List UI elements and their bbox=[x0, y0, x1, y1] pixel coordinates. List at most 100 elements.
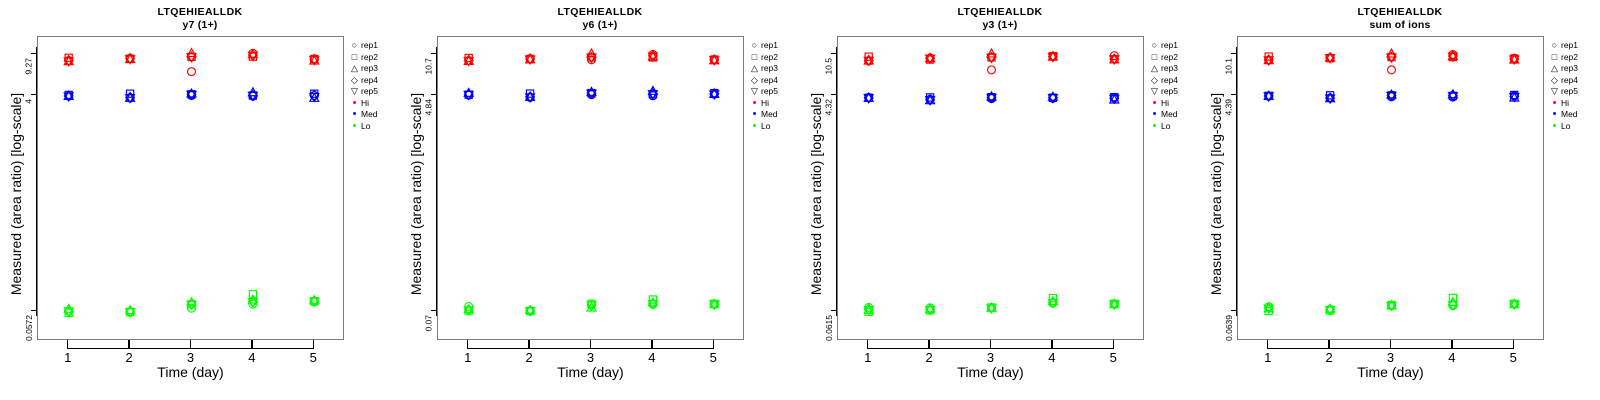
x-tick-label: 5 bbox=[1509, 350, 1517, 365]
y-tick-label: 4.39 bbox=[1224, 98, 1234, 116]
y-tick-label: 0.0615 bbox=[824, 314, 834, 341]
y-axis-spine bbox=[35, 46, 37, 316]
legend-label: rep5 bbox=[1161, 86, 1179, 97]
data-marks bbox=[63, 47, 320, 318]
legend: ○ rep1 □ rep2 △ rep3 ◇ rep4 ▽ rep5 • Hi • Med • Lo bbox=[748, 40, 800, 132]
legend-label: Med bbox=[1561, 109, 1578, 120]
y-tick bbox=[831, 309, 837, 311]
x-tick bbox=[251, 340, 253, 348]
triangle-down-icon: ▽ bbox=[751, 86, 758, 97]
y-tick bbox=[831, 93, 837, 96]
legend-item-rep1: ○ rep1 bbox=[1548, 40, 1600, 52]
triangle-up-icon: △ bbox=[351, 63, 358, 74]
legend-item-rep2: □ rep2 bbox=[1548, 52, 1600, 64]
legend-label: rep2 bbox=[1561, 51, 1579, 62]
legend-item-rep1: ○ rep1 bbox=[348, 40, 400, 52]
x-tick bbox=[1051, 340, 1053, 348]
x-axis: 1 2 3 4 5 bbox=[837, 340, 1144, 365]
legend-label: rep3 bbox=[761, 63, 779, 74]
legend-item-hi: • Hi bbox=[1148, 96, 1200, 110]
legend-item-rep2: □ rep2 bbox=[748, 52, 800, 64]
legend-item-rep3: △ rep3 bbox=[1148, 63, 1200, 75]
dot-icon: • bbox=[352, 119, 357, 132]
x-tick-label: 2 bbox=[125, 350, 133, 365]
legend-label: Lo bbox=[361, 120, 371, 131]
legend-label: Hi bbox=[1161, 97, 1170, 108]
legend-item-med: • Med bbox=[748, 109, 800, 121]
triangle-down-icon: ▽ bbox=[1151, 86, 1158, 97]
y-tick-label: 9.27 bbox=[24, 57, 34, 75]
data-marks bbox=[463, 47, 720, 317]
y-tick bbox=[831, 52, 837, 55]
x-axis-title: Time (day) bbox=[1357, 364, 1424, 380]
triangle-up-icon: △ bbox=[751, 63, 758, 74]
x-axis: 1 2 3 4 5 bbox=[1237, 340, 1544, 365]
y-tick bbox=[31, 52, 37, 55]
legend-label: Med bbox=[361, 109, 378, 120]
legend-label: rep2 bbox=[761, 51, 779, 62]
legend-item-med: • Med bbox=[348, 109, 400, 121]
plot-area bbox=[1237, 36, 1544, 340]
x-axis-spine bbox=[467, 348, 714, 350]
legend-label: rep4 bbox=[761, 74, 779, 85]
y-tick-label: 0.0639 bbox=[1224, 314, 1234, 341]
legend-item-rep4: ◇ rep4 bbox=[1548, 75, 1600, 87]
x-tick bbox=[128, 340, 130, 348]
diamond-icon: ◇ bbox=[351, 74, 358, 85]
y-axis-spine bbox=[1235, 46, 1237, 316]
y-axis-spine bbox=[435, 46, 437, 316]
legend-item-rep5: ▽ rep5 bbox=[348, 86, 400, 98]
x-axis-title: Time (day) bbox=[957, 364, 1024, 380]
dot-icon: • bbox=[752, 96, 757, 109]
x-tick-label: 2 bbox=[1325, 350, 1333, 365]
x-tick-label: 2 bbox=[525, 350, 533, 365]
dot-icon: • bbox=[752, 108, 757, 121]
legend-item-med: • Med bbox=[1148, 109, 1200, 121]
legend-label: rep5 bbox=[761, 86, 779, 97]
legend: ○ rep1 □ rep2 △ rep3 ◇ rep4 ▽ rep5 • Hi • Med • Lo bbox=[1148, 40, 1200, 132]
legend-item-rep5: ▽ rep5 bbox=[748, 86, 800, 98]
panel-1: LTQEHIEALLDK y7 (1+) 9.27 4 0.0572 1 2 3 4 5 Time … bbox=[0, 0, 400, 400]
y-axis-spine bbox=[835, 46, 837, 316]
x-tick-label: 3 bbox=[1386, 350, 1395, 365]
y-tick-label: 10.5 bbox=[824, 57, 834, 75]
x-tick bbox=[928, 340, 930, 348]
x-tick bbox=[528, 340, 530, 348]
legend-item-rep2: □ rep2 bbox=[1148, 52, 1200, 64]
circle-icon: ○ bbox=[751, 40, 758, 51]
legend-label: rep2 bbox=[1161, 51, 1179, 62]
legend-item-rep4: ◇ rep4 bbox=[748, 75, 800, 87]
x-axis-title: Time (day) bbox=[557, 364, 624, 380]
y-tick bbox=[1231, 309, 1237, 311]
legend-label: Hi bbox=[361, 97, 370, 108]
legend-item-hi: • Hi bbox=[748, 96, 800, 110]
legend-label: rep1 bbox=[1561, 40, 1579, 51]
triangle-up-icon: △ bbox=[1551, 63, 1558, 74]
legend-label: rep5 bbox=[1561, 86, 1579, 97]
x-tick bbox=[467, 340, 469, 348]
diamond-icon: ◇ bbox=[1151, 74, 1158, 85]
dot-icon: • bbox=[1152, 108, 1157, 121]
x-axis: 1 2 3 4 5 bbox=[437, 340, 744, 365]
y-axis: 10.5 4.32 0.0615 bbox=[824, 36, 837, 341]
x-tick-label: 1 bbox=[864, 350, 872, 365]
x-tick-label: 4 bbox=[648, 350, 656, 365]
legend-label: rep5 bbox=[361, 86, 379, 97]
legend-item-lo: • Lo bbox=[1548, 120, 1600, 133]
panel-subtitle: sum of ions bbox=[1369, 19, 1431, 31]
legend-label: Med bbox=[761, 109, 778, 120]
x-tick bbox=[589, 340, 592, 348]
x-tick-label: 4 bbox=[248, 350, 256, 365]
legend-label: rep3 bbox=[1161, 63, 1179, 74]
x-tick bbox=[1328, 340, 1330, 348]
legend-item-rep3: △ rep3 bbox=[1548, 63, 1600, 75]
data-marks bbox=[863, 47, 1120, 317]
dot-icon: • bbox=[1152, 96, 1157, 109]
x-tick bbox=[1112, 340, 1114, 348]
legend-item-rep4: ◇ rep4 bbox=[348, 75, 400, 87]
legend-item-rep5: ▽ rep5 bbox=[1148, 86, 1200, 98]
y-tick bbox=[431, 52, 437, 55]
circle-icon: ○ bbox=[351, 40, 358, 51]
data-marks bbox=[1263, 47, 1520, 316]
